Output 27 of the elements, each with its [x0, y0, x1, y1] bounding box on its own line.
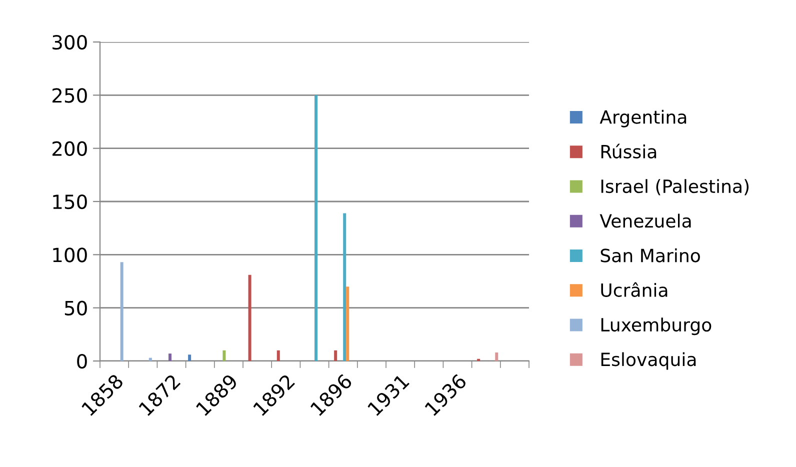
y-tick-label: 200 [52, 141, 87, 156]
bar [222, 350, 226, 361]
legend-label: Luxemburgo [601, 318, 712, 336]
bar [120, 262, 124, 361]
y-tick-label: 300 [52, 34, 87, 50]
bar [276, 350, 280, 361]
legend-label: San Marino [600, 248, 700, 262]
bar [334, 350, 338, 361]
legend-label: Eslovaquia [601, 352, 696, 370]
legend-label: Ucrânia [601, 282, 668, 297]
y-tick-label: 150 [53, 194, 87, 210]
y-tick-label: 100 [53, 248, 87, 262]
legend-label: Rússia [601, 144, 656, 158]
bar [346, 286, 350, 361]
legend-label: Israel (Palestina) [601, 179, 749, 196]
bar [188, 354, 192, 361]
y-tick-label: 0 [77, 354, 87, 369]
bar [314, 95, 318, 361]
bar [495, 352, 498, 361]
bar [343, 213, 346, 361]
bar [248, 274, 252, 361]
legend-label: Argentina [600, 110, 686, 128]
legend-label: Venezuela [600, 214, 691, 228]
y-tick-label: 50 [64, 300, 87, 316]
y-tick-label: 250 [52, 88, 87, 103]
bar [148, 358, 152, 361]
bar [168, 354, 172, 361]
